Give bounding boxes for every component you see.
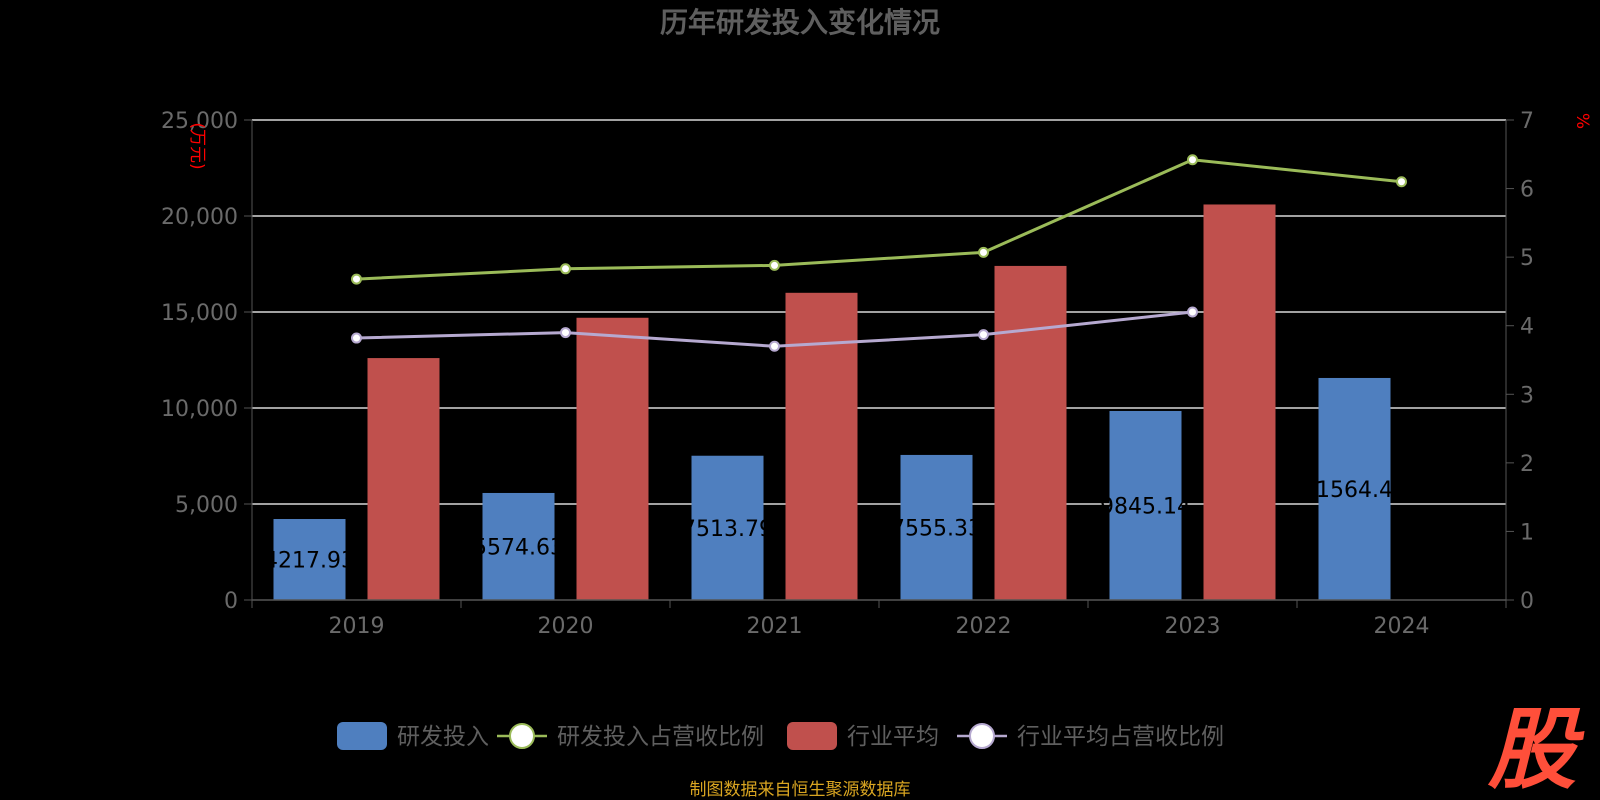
y-left-tick-label: 0	[224, 589, 238, 614]
bar	[482, 492, 555, 600]
bar	[273, 519, 346, 600]
legend-swatch-marker	[509, 723, 535, 749]
legend-label: 研发投入	[397, 724, 489, 750]
y-right-tick-label: 6	[1520, 178, 1534, 203]
legend-swatch	[787, 722, 837, 750]
line-series	[351, 154, 1407, 352]
legend-label: 研发投入占营收比例	[557, 724, 764, 750]
y-left-tick-label: 20,000	[161, 205, 238, 230]
y-right-tick-label: 0	[1520, 589, 1534, 614]
bar-data-label: 7513.79	[682, 517, 773, 542]
y-axis-left-unit: (万元)	[187, 122, 207, 169]
legend-label: 行业平均占营收比例	[1017, 724, 1224, 750]
x-tick-label: 2020	[538, 614, 594, 639]
bar-data-label: 11564.45	[1302, 478, 1407, 503]
y-axis-left-ticks: 0 5,000 10,000 15,000 20,000 25,000	[161, 109, 252, 614]
series-line	[356, 158, 1402, 281]
y-left-tick-label: 15,000	[161, 301, 238, 326]
y-right-tick-label: 2	[1520, 452, 1534, 477]
y-axis-right-ticks: 0 1 2 3 4 5 6 7	[1505, 109, 1534, 614]
line-point	[351, 332, 362, 344]
bar-data-label: 7555.33	[891, 516, 982, 541]
x-tick-label: 2024	[1374, 614, 1430, 639]
gridlines	[251, 119, 1506, 600]
y-left-tick-label: 25,000	[161, 109, 238, 134]
y-axis-right-unit: %	[1572, 113, 1592, 129]
line-point	[1187, 154, 1198, 166]
line-point	[978, 246, 989, 258]
brand-logo: 股	[1487, 698, 1585, 800]
y-right-tick-label: 7	[1520, 109, 1534, 134]
y-right-tick-label: 3	[1520, 383, 1534, 408]
bar-data-labels: 4217.93 5574.63 7513.79 7555.33 9845.14 11564…	[264, 478, 1407, 574]
bar-series	[273, 204, 1391, 601]
data-source-note: 制图数据来自恒生聚源数据库	[690, 780, 911, 800]
x-tick-label: 2023	[1165, 614, 1221, 639]
bar-data-label: 5574.63	[473, 535, 564, 560]
line-point	[351, 273, 362, 285]
line-point	[560, 263, 571, 275]
line-point	[1396, 176, 1407, 188]
x-tick-label: 2021	[747, 614, 803, 639]
line-point	[1187, 306, 1198, 318]
legend-swatch	[337, 722, 387, 750]
bar	[1318, 377, 1391, 600]
line-point	[769, 259, 780, 271]
y-right-tick-label: 1	[1520, 520, 1534, 545]
x-tick-label: 2022	[956, 614, 1012, 639]
line-point	[769, 340, 780, 352]
y-right-tick-label: 5	[1520, 246, 1534, 271]
bar-data-label: 4217.93	[264, 549, 355, 574]
bar	[1109, 410, 1182, 600]
bar	[1203, 204, 1276, 601]
bar	[900, 454, 973, 600]
legend-swatch-marker	[969, 723, 995, 749]
x-axis: 2019 2020 2021 2022 2023 2024	[251, 599, 1507, 639]
chart-title: 历年研发投入变化情况	[660, 6, 940, 39]
y-left-tick-label: 10,000	[161, 397, 238, 422]
bar	[785, 292, 858, 600]
bar-data-label: 9845.14	[1100, 494, 1191, 519]
legend-label: 行业平均	[847, 724, 939, 750]
bar	[994, 265, 1067, 600]
legend: 研发投入 研发投入占营收比例 行业平均 行业平均占营收比例	[337, 722, 1224, 750]
bar	[576, 317, 649, 600]
line-point	[560, 327, 571, 339]
y-left-tick-label: 5,000	[175, 493, 238, 518]
y-right-tick-label: 4	[1520, 315, 1534, 340]
line-point	[978, 329, 989, 341]
bar	[691, 455, 764, 600]
bar	[367, 358, 440, 600]
x-tick-label: 2019	[329, 614, 385, 639]
